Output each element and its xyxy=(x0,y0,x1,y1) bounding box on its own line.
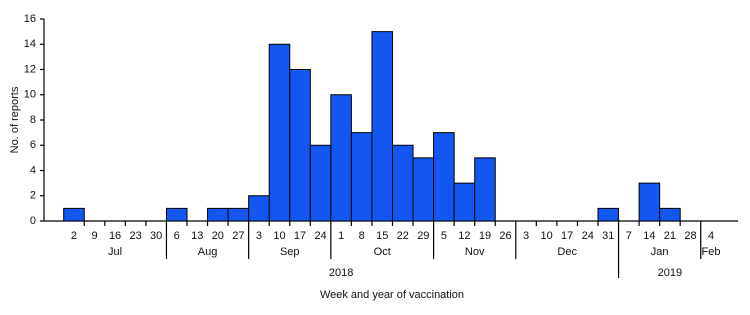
x-tick-label: 15 xyxy=(376,230,388,242)
x-tick-label: 5 xyxy=(441,230,447,242)
bar xyxy=(350,132,373,222)
x-tick-label: 2 xyxy=(71,230,77,242)
bar xyxy=(268,43,291,222)
x-tick-label: 6 xyxy=(174,230,180,242)
x-tick-label: 30 xyxy=(150,230,162,242)
x-tick-label: 12 xyxy=(458,230,470,242)
x-tick-label: 21 xyxy=(664,230,676,242)
x-tick-label: 4 xyxy=(708,230,714,242)
bar xyxy=(392,144,414,222)
month-label: Aug xyxy=(198,246,218,258)
bar xyxy=(227,207,250,222)
bar xyxy=(453,182,476,222)
y-axis-label: No. of reports xyxy=(9,86,21,153)
bar xyxy=(165,207,188,222)
y-tick-label: 12 xyxy=(24,63,36,75)
month-label: Oct xyxy=(374,246,391,258)
x-tick-label: 8 xyxy=(359,230,365,242)
month-label: Nov xyxy=(465,246,485,258)
year-label: 2019 xyxy=(658,267,682,279)
year-label: 2018 xyxy=(329,267,353,279)
bar xyxy=(412,157,435,222)
bar xyxy=(248,195,270,222)
y-tick-label: 4 xyxy=(30,164,36,176)
x-tick-label: 28 xyxy=(684,230,696,242)
y-tick-label: 14 xyxy=(24,38,36,50)
bar xyxy=(330,94,352,222)
bar xyxy=(433,132,455,222)
x-tick-label: 23 xyxy=(130,230,142,242)
bar xyxy=(371,31,394,222)
y-tick-label: 2 xyxy=(30,190,36,202)
x-tick-label: 20 xyxy=(212,230,224,242)
y-tick-label: 8 xyxy=(30,114,36,126)
x-tick-label: 22 xyxy=(397,230,409,242)
month-label: Feb xyxy=(702,246,721,258)
x-tick-label: 3 xyxy=(523,230,529,242)
y-tick-label: 10 xyxy=(24,89,36,101)
bar xyxy=(289,69,311,222)
bar xyxy=(638,182,661,222)
x-tick-label: 17 xyxy=(294,230,306,242)
month-label: Sep xyxy=(280,246,300,258)
y-tick-label: 0 xyxy=(30,215,36,227)
bar xyxy=(309,144,332,222)
x-tick-label: 16 xyxy=(109,230,121,242)
bar xyxy=(659,207,681,222)
x-tick-label: 29 xyxy=(417,230,429,242)
x-tick-label: 9 xyxy=(91,230,97,242)
x-tick-label: 24 xyxy=(314,230,326,242)
x-tick-label: 26 xyxy=(499,230,511,242)
month-label: Jan xyxy=(651,246,669,258)
bar xyxy=(207,207,229,222)
x-tick-label: 10 xyxy=(273,230,285,242)
x-tick-label: 31 xyxy=(602,230,614,242)
x-tick-label: 7 xyxy=(626,230,632,242)
x-tick-label: 17 xyxy=(561,230,573,242)
x-tick-label: 27 xyxy=(232,230,244,242)
x-tick-label: 24 xyxy=(582,230,594,242)
month-label: Dec xyxy=(557,246,577,258)
y-tick-label: 6 xyxy=(30,139,36,151)
x-tick-label: 13 xyxy=(191,230,203,242)
bar xyxy=(474,157,496,222)
bar xyxy=(63,207,85,222)
x-tick-label: 3 xyxy=(256,230,262,242)
x-tick-label: 1 xyxy=(338,230,344,242)
x-tick-label: 10 xyxy=(541,230,553,242)
month-label: Jul xyxy=(108,246,122,258)
bar xyxy=(597,207,620,222)
x-tick-label: 19 xyxy=(479,230,491,242)
x-axis-label: Week and year of vaccination xyxy=(320,289,464,301)
x-tick-label: 14 xyxy=(643,230,655,242)
y-tick-label: 16 xyxy=(24,13,36,25)
